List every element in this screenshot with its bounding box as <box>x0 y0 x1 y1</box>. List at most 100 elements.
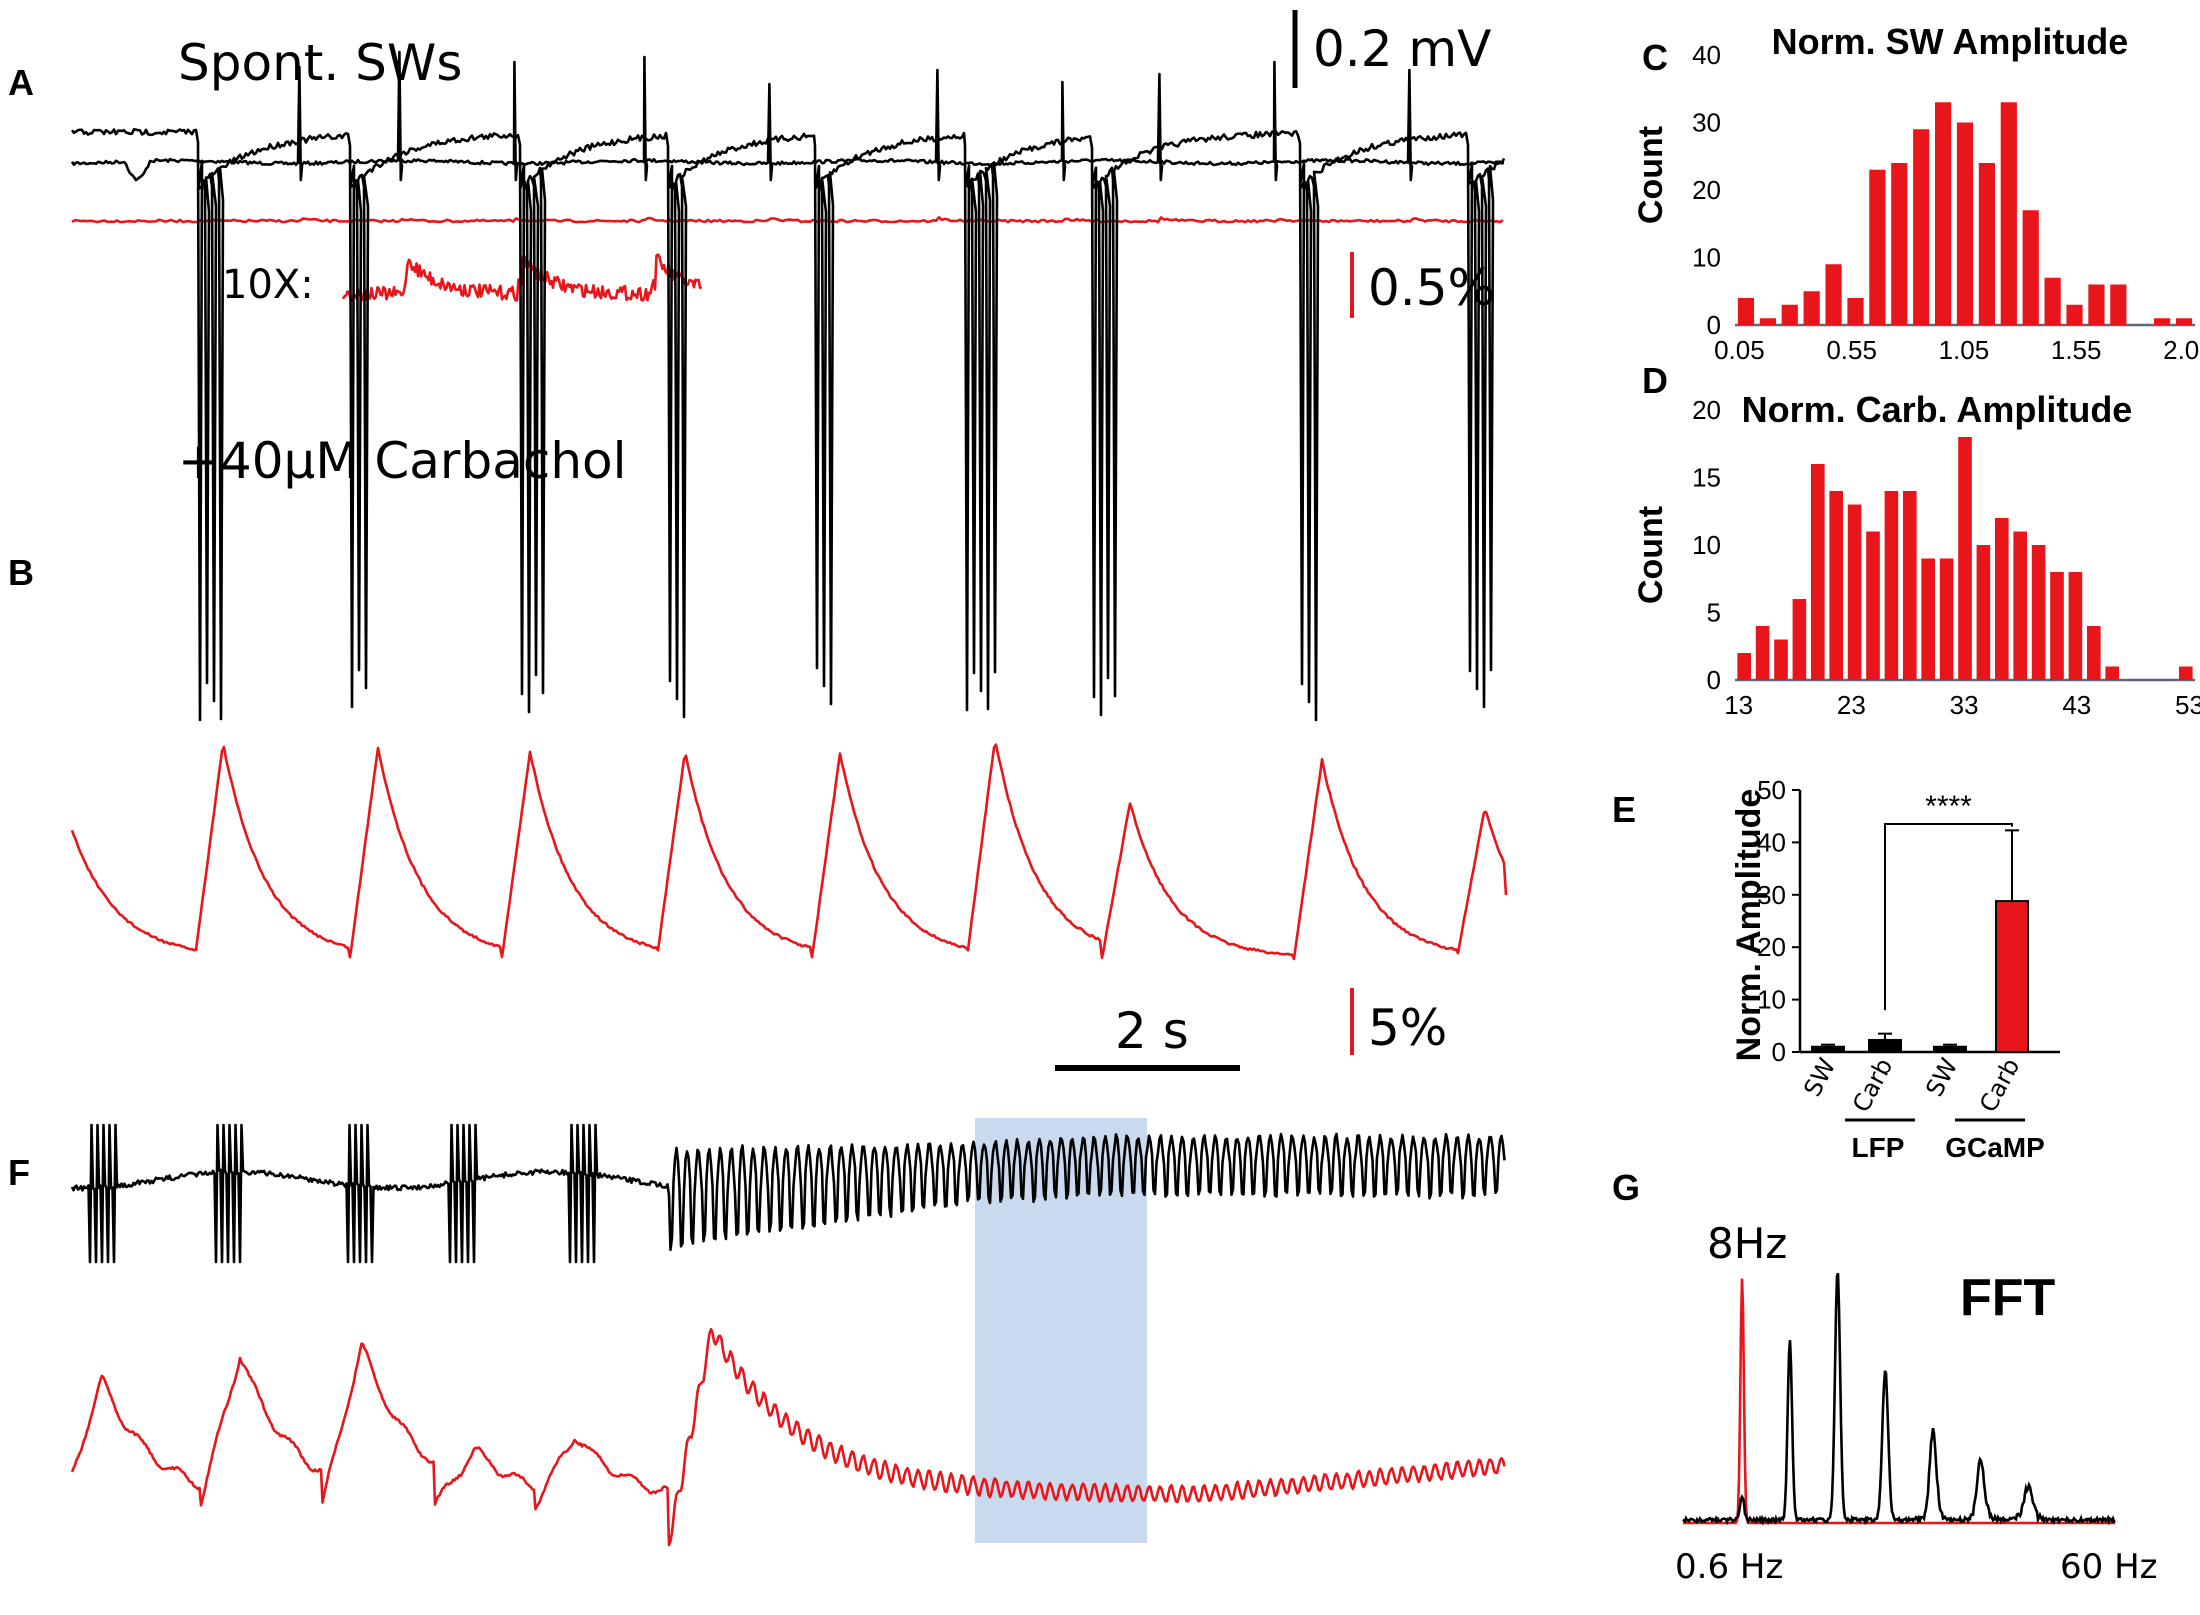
chart-d-bar <box>2086 626 2101 680</box>
chart-e-bar <box>1811 1045 1845 1054</box>
chart-d-bar <box>1847 504 1862 680</box>
chart-d-bar <box>2105 666 2120 680</box>
chart-d-ytick: 10 <box>1692 530 1721 560</box>
chart-c-bar <box>1847 298 1864 325</box>
chart-d-bar <box>2031 545 2046 680</box>
chart-e-ylabel: Norm. Amplitude <box>1730 789 1768 1062</box>
chart-d-bar <box>2178 666 2193 680</box>
chart-d-ytick: 20 <box>1692 395 1721 425</box>
chart-c-bar <box>2110 284 2127 325</box>
chart-c-ytick: 30 <box>1692 108 1721 138</box>
gcamp-trace-spontaneous <box>71 216 1504 224</box>
chart-c-title: Norm. SW Amplitude <box>1772 21 2129 62</box>
chart-e-group-lfp: LFP <box>1852 1132 1905 1163</box>
chart-e-category: SW <box>1920 1054 1963 1102</box>
chart-d-bar <box>1939 558 1954 680</box>
chart-d-bar <box>1755 626 1770 680</box>
chart-d-bar <box>1976 545 1991 680</box>
gcamp-trace-transition <box>70 1327 1506 1547</box>
chart-c-bar <box>1737 298 1755 325</box>
chart-d-bar <box>1737 653 1752 680</box>
fft-series-gcamp <box>1683 1278 2115 1525</box>
chart-e-ytick: 10 <box>1757 985 1786 1015</box>
chart-c-bar <box>2000 102 2017 325</box>
chart-e-bar <box>1995 900 2029 1054</box>
gcamp-trace-carbachol <box>70 743 1508 961</box>
chart-c-xtick: 1.55 <box>2051 335 2102 365</box>
chart-d-bar <box>2013 531 2028 680</box>
chart-c-bar <box>1759 318 1776 325</box>
chart-e-bar <box>1933 1045 1967 1054</box>
chart-c-bar <box>2175 318 2193 325</box>
scale-pct-a-label: 0.5% <box>1368 259 1495 317</box>
chart-c-bar <box>1913 129 1930 325</box>
chart-d-bar <box>1810 464 1825 680</box>
fft-peak-label: 8Hz <box>1707 1219 1787 1268</box>
chart-d-bar <box>1829 491 1844 680</box>
lfp-trace-carbachol <box>70 127 1506 722</box>
chart-d-title: Norm. Carb. Amplitude <box>1742 389 2133 430</box>
fft-x-start: 0.6 Hz <box>1675 1547 1783 1587</box>
fft-title: FFT <box>1960 1269 2056 1327</box>
panel-label-a: A <box>8 62 34 103</box>
chart-c-bar <box>2154 318 2171 325</box>
chart-d-bar <box>1902 491 1917 680</box>
lfp-trace-transition <box>70 1123 1506 1264</box>
chart-c-bar <box>1934 102 1952 325</box>
chart-e-ytick: 20 <box>1757 932 1786 962</box>
chart-e-group-gcamp: GCaMP <box>1945 1132 2045 1163</box>
chart-d-bar <box>1921 558 1936 680</box>
fft-series-lfp <box>1682 1272 2116 1526</box>
chart-d-ytick: 15 <box>1692 463 1721 493</box>
chart-c-ylabel: Count <box>1632 126 1670 224</box>
panel-label-d: D <box>1642 360 1668 401</box>
chart-d-xtick: 43 <box>2062 690 2091 720</box>
chart-e-ytick: 50 <box>1757 775 1786 805</box>
chart-d-bar <box>1792 599 1807 680</box>
chart-e-ytick: 30 <box>1757 880 1786 910</box>
chart-c-xtick: 2.05 <box>2163 335 2200 365</box>
chart-d-xtick: 23 <box>1837 690 1866 720</box>
chart-e-bar <box>1868 1038 1902 1053</box>
scale-mv-label: 0.2 mV <box>1313 20 1491 78</box>
chart-c-ytick: 10 <box>1692 243 1721 273</box>
chart-c-bar <box>2044 277 2061 325</box>
chart-c-ytick: 40 <box>1692 40 1721 70</box>
chart-c-xtick: 0.05 <box>1714 335 1765 365</box>
chart-c-bar <box>2088 284 2105 325</box>
highlight-window <box>975 1118 1147 1543</box>
chart-c-bar <box>1869 169 1886 325</box>
chart-e-category: SW <box>1798 1054 1841 1102</box>
fft-x-end: 60 Hz <box>2060 1547 2157 1587</box>
chart-c-bar <box>1956 122 1974 325</box>
chart-d-xtick: 33 <box>1950 690 1979 720</box>
chart-c-bar <box>1781 304 1798 325</box>
chart-c-xtick: 0.55 <box>1826 335 1877 365</box>
chart-d-ytick: 5 <box>1707 598 1721 628</box>
chart-d-bar <box>1774 639 1788 680</box>
chart-e-category: Carb <box>1847 1054 1898 1117</box>
chart-e-significance-label: **** <box>1925 790 1972 823</box>
chart-c-bar <box>1978 163 1996 325</box>
chart-d-bar <box>2050 572 2064 680</box>
panel-label-f: F <box>8 1152 30 1193</box>
gcamp-trace-zoom <box>341 253 703 303</box>
chart-d-ytick: 0 <box>1707 665 1721 695</box>
chart-c-bar <box>1891 163 1908 325</box>
zoom-label: 10X: <box>222 262 314 308</box>
chart-c-bar <box>1803 291 1820 325</box>
panel-label-e: E <box>1612 789 1636 830</box>
chart-c-ytick: 20 <box>1692 175 1721 205</box>
panel-b-title: +40μM Carbachol <box>178 432 627 490</box>
chart-d-bar <box>1884 491 1899 680</box>
chart-d-bar <box>2068 572 2083 680</box>
chart-d-xtick: 13 <box>1724 690 1753 720</box>
histogram-sw-amplitude: Norm. SW Amplitude Count 0 10 20 30 40 0.05 0.… <box>1632 21 2200 365</box>
chart-c-xtick: 1.05 <box>1939 335 1990 365</box>
chart-c-bar <box>2066 304 2083 325</box>
chart-d-bar <box>1994 518 2009 680</box>
scale-time-label: 2 s <box>1115 1002 1189 1060</box>
chart-e-ytick: 40 <box>1757 827 1786 857</box>
